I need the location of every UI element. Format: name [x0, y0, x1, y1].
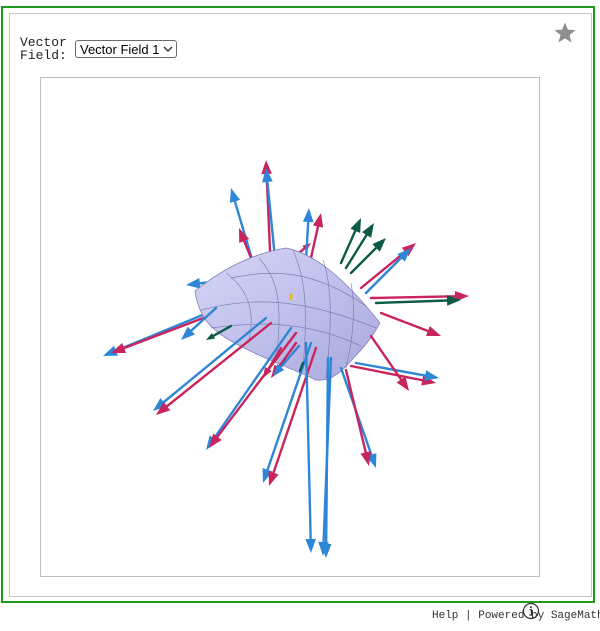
vector-field-plot[interactable] — [41, 78, 539, 576]
vector-shaft — [349, 364, 424, 382]
vector-head — [111, 343, 126, 354]
vector-shaft — [304, 341, 312, 541]
vector-head — [362, 223, 374, 238]
label-line-1: Vector — [20, 35, 67, 50]
vector-head — [454, 290, 469, 302]
vector-shaft — [162, 316, 268, 404]
vector-shaft — [344, 368, 367, 454]
vector-head — [318, 541, 329, 556]
vector-head — [312, 213, 324, 228]
vector-shaft — [216, 331, 298, 439]
vector-arrow — [309, 213, 324, 260]
vector-head — [424, 370, 439, 381]
vector-arrow — [302, 208, 314, 262]
vector-arrow — [339, 218, 361, 265]
vector-arrow — [289, 293, 293, 300]
surface-patch — [194, 247, 381, 381]
vector-shaft — [369, 334, 403, 381]
vector-arrow — [268, 346, 318, 486]
vector-head — [397, 248, 411, 262]
vector-arrow — [344, 223, 374, 270]
vector-arrow — [354, 361, 439, 381]
vector-arrow — [344, 368, 371, 466]
selected-option: Vector Field 1 — [80, 41, 160, 57]
vector-arrow — [304, 341, 316, 553]
vector-shaft — [344, 233, 368, 270]
vector-head — [209, 433, 222, 448]
3d-plot-viewport[interactable] — [40, 77, 540, 620]
vector-shaft — [304, 220, 310, 262]
vector-head — [261, 160, 272, 175]
vector-arrow — [181, 306, 218, 340]
vector-head — [396, 376, 409, 391]
vector-shaft — [349, 246, 378, 275]
vector-head — [186, 278, 201, 289]
vector-shaft — [374, 299, 449, 305]
vector-arrow — [206, 324, 233, 340]
vector-head — [181, 326, 195, 340]
vector-head — [239, 228, 250, 243]
vector-shaft — [369, 295, 457, 300]
star-icon[interactable] — [553, 21, 577, 45]
label-line-2: Field: — [20, 48, 67, 63]
vector-head — [350, 218, 361, 233]
vector-field-label: Vector Field: — [20, 36, 67, 62]
vector-head — [372, 238, 386, 252]
vector-shaft — [339, 229, 357, 265]
vector-head — [229, 188, 241, 203]
app-frame — [1, 6, 595, 603]
vector-shaft — [267, 346, 283, 371]
vector-head — [153, 397, 168, 411]
vector-arrow — [263, 346, 283, 378]
vector-arrow — [349, 238, 386, 275]
vector-head — [262, 168, 273, 183]
vector-shaft — [190, 306, 218, 332]
vector-head — [302, 208, 314, 223]
vector-head — [273, 364, 285, 376]
vector-shaft — [299, 361, 305, 372]
interact-panel — [9, 13, 592, 597]
vector-shaft — [364, 256, 403, 295]
vector-head — [290, 298, 292, 300]
vector-shaft — [212, 324, 233, 337]
vector-arrow — [153, 316, 268, 411]
vector-shaft — [309, 225, 320, 260]
vector-head — [206, 332, 216, 340]
vector-arrow — [379, 311, 441, 336]
vector-head — [305, 538, 316, 553]
vector-head — [263, 366, 272, 378]
vector-field-select[interactable]: Vector Field 1 — [75, 40, 177, 58]
chevron-down-icon — [160, 41, 176, 57]
vector-shaft — [277, 341, 298, 369]
info-icon[interactable] — [522, 602, 540, 620]
vector-head — [103, 345, 118, 356]
vector-head — [426, 326, 441, 336]
footer-separator: | — [458, 610, 479, 622]
footer: Help | Powered by SageMath — [432, 610, 600, 622]
vector-shaft — [359, 250, 407, 290]
vector-shaft — [322, 356, 333, 544]
vector-arrow — [156, 321, 273, 415]
vector-arrow — [374, 295, 461, 306]
vector-arrow — [299, 361, 305, 373]
help-link[interactable]: Help — [432, 610, 459, 622]
vector-head — [268, 471, 279, 486]
vector-shaft — [212, 326, 293, 440]
vector-head — [360, 451, 371, 466]
powered-by-link[interactable]: Powered by SageMath — [478, 610, 600, 622]
vector-arrow — [273, 344, 301, 376]
vector-shaft — [272, 346, 318, 474]
vector-shaft — [165, 321, 273, 408]
vector-arrow — [369, 290, 469, 302]
vector-head — [299, 369, 302, 373]
vector-shaft — [354, 361, 427, 377]
vector-arrow — [318, 356, 333, 556]
vector-arrow — [369, 334, 409, 391]
vector-head — [446, 295, 461, 306]
vector-shaft — [379, 311, 430, 333]
vector-shaft — [279, 344, 301, 369]
vector-head — [156, 402, 171, 415]
vector-arrow — [209, 331, 298, 448]
vector-arrow — [364, 248, 411, 295]
